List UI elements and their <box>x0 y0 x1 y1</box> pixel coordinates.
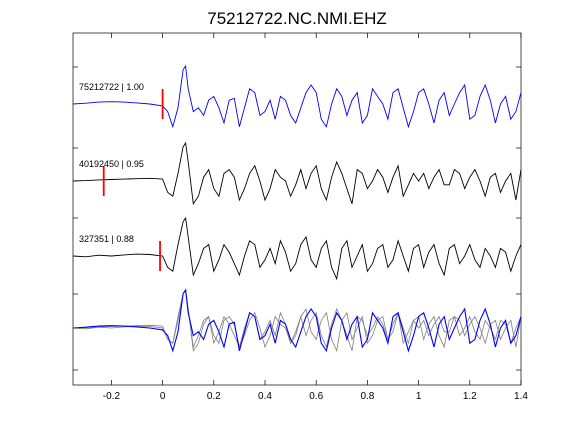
y-axis-ticks <box>73 66 521 371</box>
trace-panel-3: 327351 | 0.88 <box>72 216 522 281</box>
trace-label: 40192450 | 0.95 <box>79 159 144 169</box>
x-axis: -0.2 0 0.2 0.4 0.6 0.8 1 1.2 1.4 <box>103 33 528 402</box>
trace-label: 327351 | 0.88 <box>79 234 134 244</box>
chart-title: 75212722.NC.NMI.EHZ <box>207 9 387 28</box>
plot-frame <box>72 32 522 386</box>
x-tick-label: 0.8 <box>360 391 374 402</box>
overlay-panel <box>72 288 522 353</box>
x-tick-label: -0.2 <box>103 391 121 402</box>
trace-panel-2: 40192450 | 0.95 <box>72 141 522 206</box>
trace-panels: 75212722 | 1.00 40192450 | 0.95 327351 | 0… <box>72 64 522 281</box>
overlay-trace-main <box>72 288 522 353</box>
x-tick-label: 0 <box>160 391 166 402</box>
trace-line <box>72 64 522 129</box>
x-tick-label: 1 <box>416 391 422 402</box>
x-tick-label: 0.2 <box>207 391 221 402</box>
trace-line <box>72 141 522 206</box>
trace-label: 75212722 | 1.00 <box>79 82 144 92</box>
x-tick-label: 0.4 <box>258 391 272 402</box>
x-tick-label: 1.2 <box>463 391 477 402</box>
trace-panel-1: 75212722 | 1.00 <box>72 64 522 129</box>
trace-line <box>72 216 522 281</box>
x-tick-label: 0.6 <box>309 391 323 402</box>
x-tick-label: 1.4 <box>514 391 528 402</box>
